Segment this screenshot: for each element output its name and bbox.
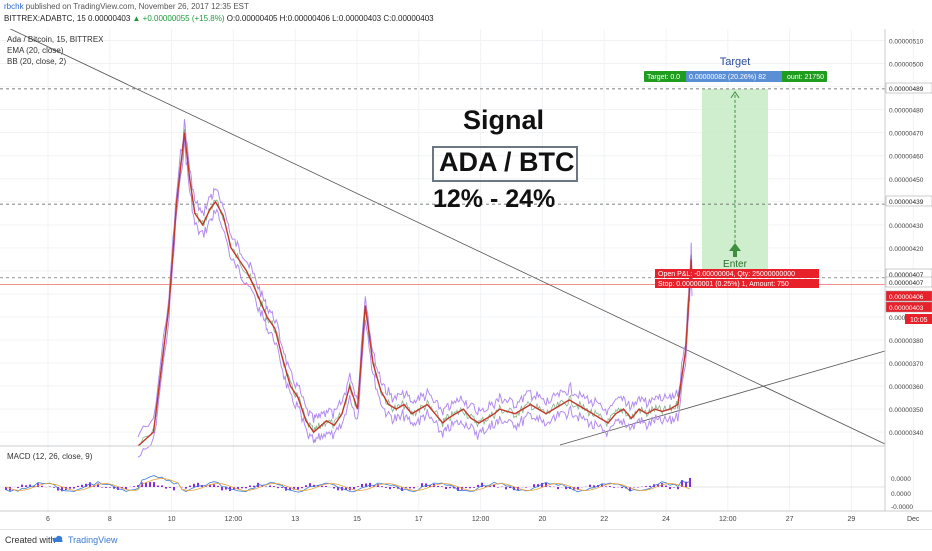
- y-tick-label: 0.00000480: [889, 108, 924, 115]
- time-badge-bg: [905, 314, 932, 324]
- ohlc-values: O:0.00000405 H:0.00000406 L:0.00000403 C…: [226, 14, 434, 23]
- y-tick-label: 0.00000500: [889, 62, 924, 69]
- x-tick-label: 27: [786, 516, 794, 523]
- macd-line: [5, 475, 691, 493]
- x-tick-label: 8: [108, 516, 112, 523]
- descending-trendline: [0, 23, 886, 445]
- y-tick-label: 0.00000350: [889, 407, 924, 414]
- target-pill-bg: [686, 71, 782, 82]
- y-tick-label: 0.00000510: [889, 39, 924, 46]
- bb-lower: [137, 138, 693, 458]
- y-tick-label: 0.00000420: [889, 246, 924, 253]
- bb-upper: [137, 118, 693, 438]
- last-price: 0.00000403: [88, 14, 131, 23]
- price-change: ▲ +0.00000055 (+15.8%): [132, 14, 225, 23]
- x-tick-label: 20: [539, 516, 547, 523]
- legend-ema[interactable]: EMA (20, close): [7, 46, 64, 55]
- x-tick-label: 10: [168, 516, 176, 523]
- x-tick-label: 6: [46, 516, 50, 523]
- price-badge: [885, 301, 932, 313]
- pair-box: [432, 146, 578, 182]
- x-tick-label: 13: [291, 516, 299, 523]
- x-tick-label: 12:00: [472, 516, 490, 523]
- footer: Created with TradingView: [0, 529, 932, 551]
- price-candles: [137, 128, 693, 447]
- price-chart[interactable]: 0.000005100.000005000.000004900.00000480…: [0, 23, 932, 529]
- y-tick-label: 0.00000380: [889, 338, 924, 345]
- quote-line: BITTREX:ADABTC, 15 0.00000403 ▲ +0.00000…: [4, 14, 434, 23]
- publish-info: rbchk published on TradingView.com, Nove…: [4, 2, 249, 11]
- price-badge: [885, 276, 932, 288]
- y-tick-label: 0.00000370: [889, 361, 924, 368]
- chart-header: rbchk published on TradingView.com, Nove…: [0, 0, 932, 28]
- range-label: 12% - 24%: [433, 185, 556, 213]
- ema-line: [137, 132, 693, 447]
- macd-tick-label: 0.0000: [891, 491, 911, 498]
- chart-area[interactable]: 0.000005100.000005000.000004900.00000480…: [0, 23, 932, 529]
- price-badge-text: 0.00000406: [889, 294, 924, 301]
- x-tick-label: 22: [600, 516, 608, 523]
- x-tick-label: 24: [662, 516, 670, 523]
- time-badge-text: 10:05: [910, 317, 928, 324]
- target-arrowhead: [730, 90, 740, 99]
- tradingview-brand[interactable]: TradingView: [68, 535, 118, 545]
- legend-bb[interactable]: BB (20, close, 2): [7, 57, 67, 66]
- publisher-name[interactable]: rbchk: [4, 2, 24, 11]
- ascending-trendline: [559, 350, 886, 446]
- stop-text: Stop: 0.00000001 (0.25%) 1, Amount: 750: [658, 281, 789, 288]
- price-badge: [885, 82, 932, 94]
- pair-label: ADA / BTC: [439, 147, 575, 177]
- target-amount-text: ount: 21750: [787, 74, 824, 81]
- target-label-text: Target: 0.0: [647, 74, 680, 81]
- enter-label: Enter: [723, 259, 748, 270]
- price-badge-text: 0.00000407: [889, 280, 924, 287]
- price-badge: [885, 195, 932, 207]
- price-badge-text: 0.00000403: [889, 305, 924, 312]
- macd-tick-label: -0.0000: [891, 504, 913, 511]
- y-tick-label: 0.00000470: [889, 131, 924, 138]
- legend-title: Ada / Bitcoin, 15, BITTREX: [7, 35, 104, 44]
- stop-bg: [655, 279, 819, 288]
- y-tick-label: 0.00000450: [889, 177, 924, 184]
- price-badge-text: 0.00000439: [889, 199, 924, 206]
- symbol-line[interactable]: BITTREX:ADABTC, 15: [4, 14, 86, 23]
- open-pnl-text: Open P&L: -0.00000004, Qty: 25000000000: [658, 271, 795, 278]
- price-badge-text: 0.00000489: [889, 86, 924, 93]
- x-tick-label: 15: [353, 516, 361, 523]
- x-tick-label: 17: [415, 516, 423, 523]
- x-tick-label: Dec: [907, 516, 920, 523]
- y-tick-label: 0.00000460: [889, 154, 924, 161]
- price-badge-text: 0.00000407: [889, 272, 924, 279]
- y-tick-label: 0.00000340: [889, 430, 924, 437]
- x-tick-label: 12:00: [719, 516, 737, 523]
- target-title: Target: [720, 56, 751, 68]
- macd-tick-label: 0.0000: [891, 476, 911, 483]
- target-pill-text: 0.00000082 (20.26%) 82: [689, 74, 766, 81]
- price-badge: [885, 290, 932, 302]
- tradingview-cloud-icon: [52, 535, 63, 542]
- macd-signal-line: [5, 478, 691, 491]
- created-with-label: Created with: [5, 535, 56, 545]
- legend-macd[interactable]: MACD (12, 26, close, 9): [7, 452, 93, 461]
- y-tick-label: 0.00000430: [889, 223, 924, 230]
- y-tick-label: 0.00000360: [889, 384, 924, 391]
- open-pnl-bg: [655, 269, 819, 278]
- published-text: published on TradingView.com, November 2…: [25, 2, 249, 11]
- x-tick-label: 12:00: [225, 516, 243, 523]
- signal-title: Signal: [463, 105, 545, 135]
- x-tick-label: 29: [848, 516, 856, 523]
- enter-arrow: [729, 243, 741, 257]
